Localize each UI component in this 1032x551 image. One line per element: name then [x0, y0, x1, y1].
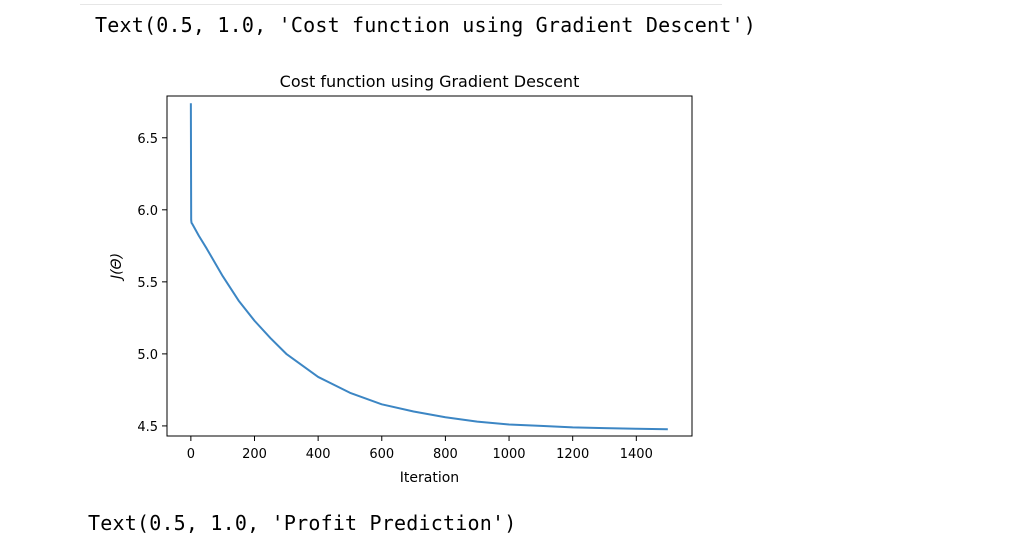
y-tick-label: 4.5	[137, 420, 158, 435]
top-divider	[80, 4, 722, 5]
x-tick-label: 800	[433, 447, 458, 462]
y-tick-label: 5.0	[137, 348, 158, 363]
x-tick-label: 400	[306, 447, 331, 462]
x-axis-label: Iteration	[400, 470, 459, 486]
y-tick-label: 6.5	[137, 132, 158, 147]
y-tick-label: 5.5	[137, 276, 158, 291]
y-tick-label: 6.0	[137, 204, 158, 219]
x-tick-label: 1200	[556, 447, 589, 462]
output-text-1: Text(0.5, 1.0, 'Cost function using Grad…	[95, 13, 757, 37]
x-tick-label: 200	[242, 447, 267, 462]
output-text-2: Text(0.5, 1.0, 'Profit Prediction')	[88, 511, 517, 535]
plot-frame	[166, 95, 693, 437]
x-tick-label: 1400	[620, 447, 653, 462]
x-tick-label: 600	[369, 447, 394, 462]
plot-layer: 0 200 400 600 800 1000 1200 1400 4.5 5.0 5.5 6.0 6.5…	[109, 72, 693, 486]
chart-title: Cost function using Gradient Descent	[280, 72, 580, 91]
y-axis-label: J(Θ)	[109, 253, 125, 282]
x-tick-label: 1000	[492, 447, 525, 462]
x-tick-label: 0	[187, 447, 195, 462]
series-line	[189, 103, 668, 431]
